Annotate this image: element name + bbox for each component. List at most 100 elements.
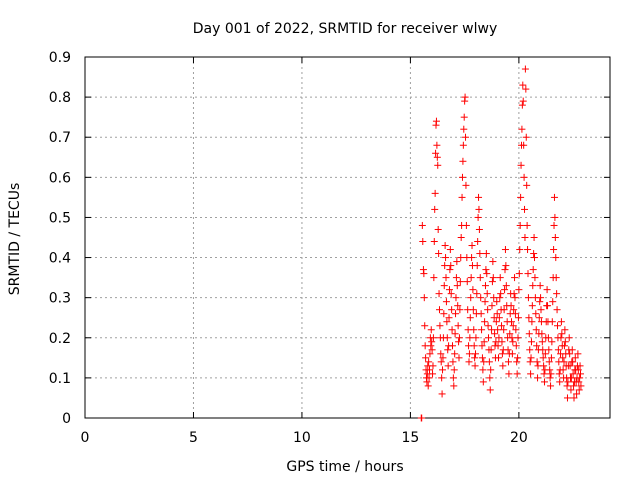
data-point [544, 334, 552, 342]
data-point [474, 213, 482, 221]
data-point [475, 225, 483, 233]
data-point [434, 225, 442, 233]
data-point [427, 326, 435, 334]
data-point [525, 314, 533, 322]
data-point [502, 282, 510, 290]
data-point [449, 374, 457, 382]
data-point [532, 326, 540, 334]
y-tick-label: 0.5 [49, 210, 71, 226]
data-point [529, 282, 537, 290]
data-point [530, 234, 538, 241]
y-axis-label: SRMTID / TECUs [7, 183, 23, 296]
data-point [575, 386, 583, 394]
data-point [522, 133, 530, 141]
data-point [471, 350, 479, 358]
data-point [453, 282, 461, 290]
data-point [484, 322, 492, 330]
data-point [512, 326, 520, 334]
data-point [508, 334, 516, 342]
axes: 0 5 10 15 20 0 0.1 0.2 0.3 0.4 0.5 0.6 0.7 0.8 0.9 [49, 50, 611, 446]
data-point [547, 370, 555, 378]
data-point [576, 370, 584, 378]
data-point [536, 282, 544, 290]
data-point [436, 322, 444, 330]
data-point [495, 314, 503, 322]
data-point [517, 193, 525, 201]
data-point [492, 338, 500, 346]
data-point [492, 318, 500, 326]
data-point [448, 306, 456, 314]
data-point [493, 298, 501, 306]
data-point [509, 338, 517, 346]
x-tick-label: 5 [189, 430, 198, 446]
y-tick-label: 0.8 [49, 90, 71, 106]
data-point [475, 205, 483, 213]
data-point [511, 294, 519, 302]
data-point [548, 338, 556, 346]
data-point [453, 258, 461, 266]
data-point [554, 346, 562, 354]
data-point [488, 326, 496, 334]
data-point [498, 338, 506, 346]
data-point [418, 221, 426, 229]
data-point [496, 274, 504, 282]
y-tick-label: 0.1 [49, 371, 71, 387]
data-point [447, 290, 455, 298]
data-point [515, 270, 523, 278]
data-point [550, 246, 558, 254]
data-point [498, 350, 506, 358]
data-point [533, 342, 541, 350]
data-point [490, 294, 498, 302]
data-point [459, 141, 467, 149]
data-point [567, 386, 575, 394]
data-point [511, 310, 519, 318]
data-point [480, 338, 488, 346]
data-point [459, 157, 467, 165]
data-point [495, 334, 503, 342]
data-point [451, 350, 459, 358]
data-point [553, 290, 561, 298]
data-point [426, 366, 434, 374]
data-point [518, 101, 526, 109]
data-point [573, 390, 581, 398]
data-point [435, 250, 443, 258]
data-point [544, 302, 552, 310]
data-point [524, 294, 532, 302]
data-point [569, 358, 577, 366]
data-point [520, 173, 528, 181]
data-point [526, 358, 534, 366]
data-point [491, 330, 499, 338]
data-point [462, 221, 470, 229]
data-point [458, 193, 466, 201]
data-point [445, 286, 453, 294]
data-point [537, 294, 545, 302]
data-point [536, 298, 544, 306]
data-point [515, 286, 523, 294]
data-point [424, 382, 432, 390]
data-point [525, 330, 533, 338]
data-point [467, 274, 475, 282]
data-point [438, 374, 446, 382]
data-point [532, 310, 540, 318]
data-point [545, 358, 553, 366]
data-point [531, 254, 539, 262]
data-point [514, 314, 522, 322]
data-point [505, 370, 513, 378]
data-point [556, 378, 564, 386]
data-point [494, 326, 502, 334]
data-point [449, 358, 457, 366]
data-point [494, 354, 502, 362]
data-point [487, 366, 495, 374]
data-point [473, 290, 481, 298]
data-point [479, 378, 487, 386]
data-point [504, 358, 512, 366]
data-point [493, 310, 501, 318]
data-point [472, 334, 480, 342]
data-point [552, 274, 560, 282]
data-point [563, 382, 571, 390]
data-point [500, 306, 508, 314]
data-point [456, 306, 464, 314]
data-point [450, 382, 458, 390]
data-point [546, 366, 554, 374]
data-point [563, 394, 571, 402]
